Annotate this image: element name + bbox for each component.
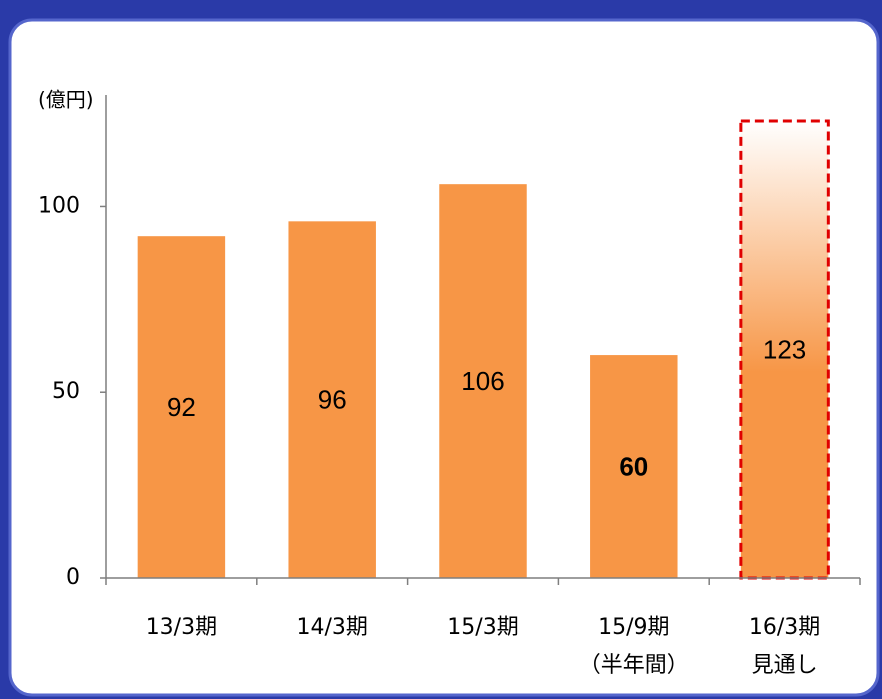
bar bbox=[590, 355, 678, 578]
x-tick-label: （半年間） bbox=[579, 653, 689, 678]
x-tick-label: 見通し bbox=[752, 653, 818, 678]
y-axis-label: (億円) bbox=[38, 88, 94, 112]
bar bbox=[288, 221, 376, 579]
value-label: 123 bbox=[763, 334, 806, 364]
value-label: 106 bbox=[461, 366, 504, 396]
x-tick-label: 16/3期 bbox=[749, 615, 820, 640]
value-label: 96 bbox=[318, 385, 347, 415]
value-label: 60 bbox=[619, 451, 648, 481]
y-tick-label: 0 bbox=[66, 565, 80, 590]
bar bbox=[137, 236, 226, 578]
x-tick-label: 14/3期 bbox=[296, 615, 367, 640]
y-tick-label: 50 bbox=[52, 379, 80, 404]
x-tick-label: 15/9期 bbox=[598, 615, 669, 640]
x-tick-label: 15/3期 bbox=[447, 615, 518, 640]
value-label: 92 bbox=[167, 392, 196, 422]
x-tick-label: 13/3期 bbox=[146, 615, 217, 640]
y-tick-label: 100 bbox=[38, 193, 80, 218]
bar bbox=[439, 184, 527, 578]
bar bbox=[739, 119, 830, 580]
